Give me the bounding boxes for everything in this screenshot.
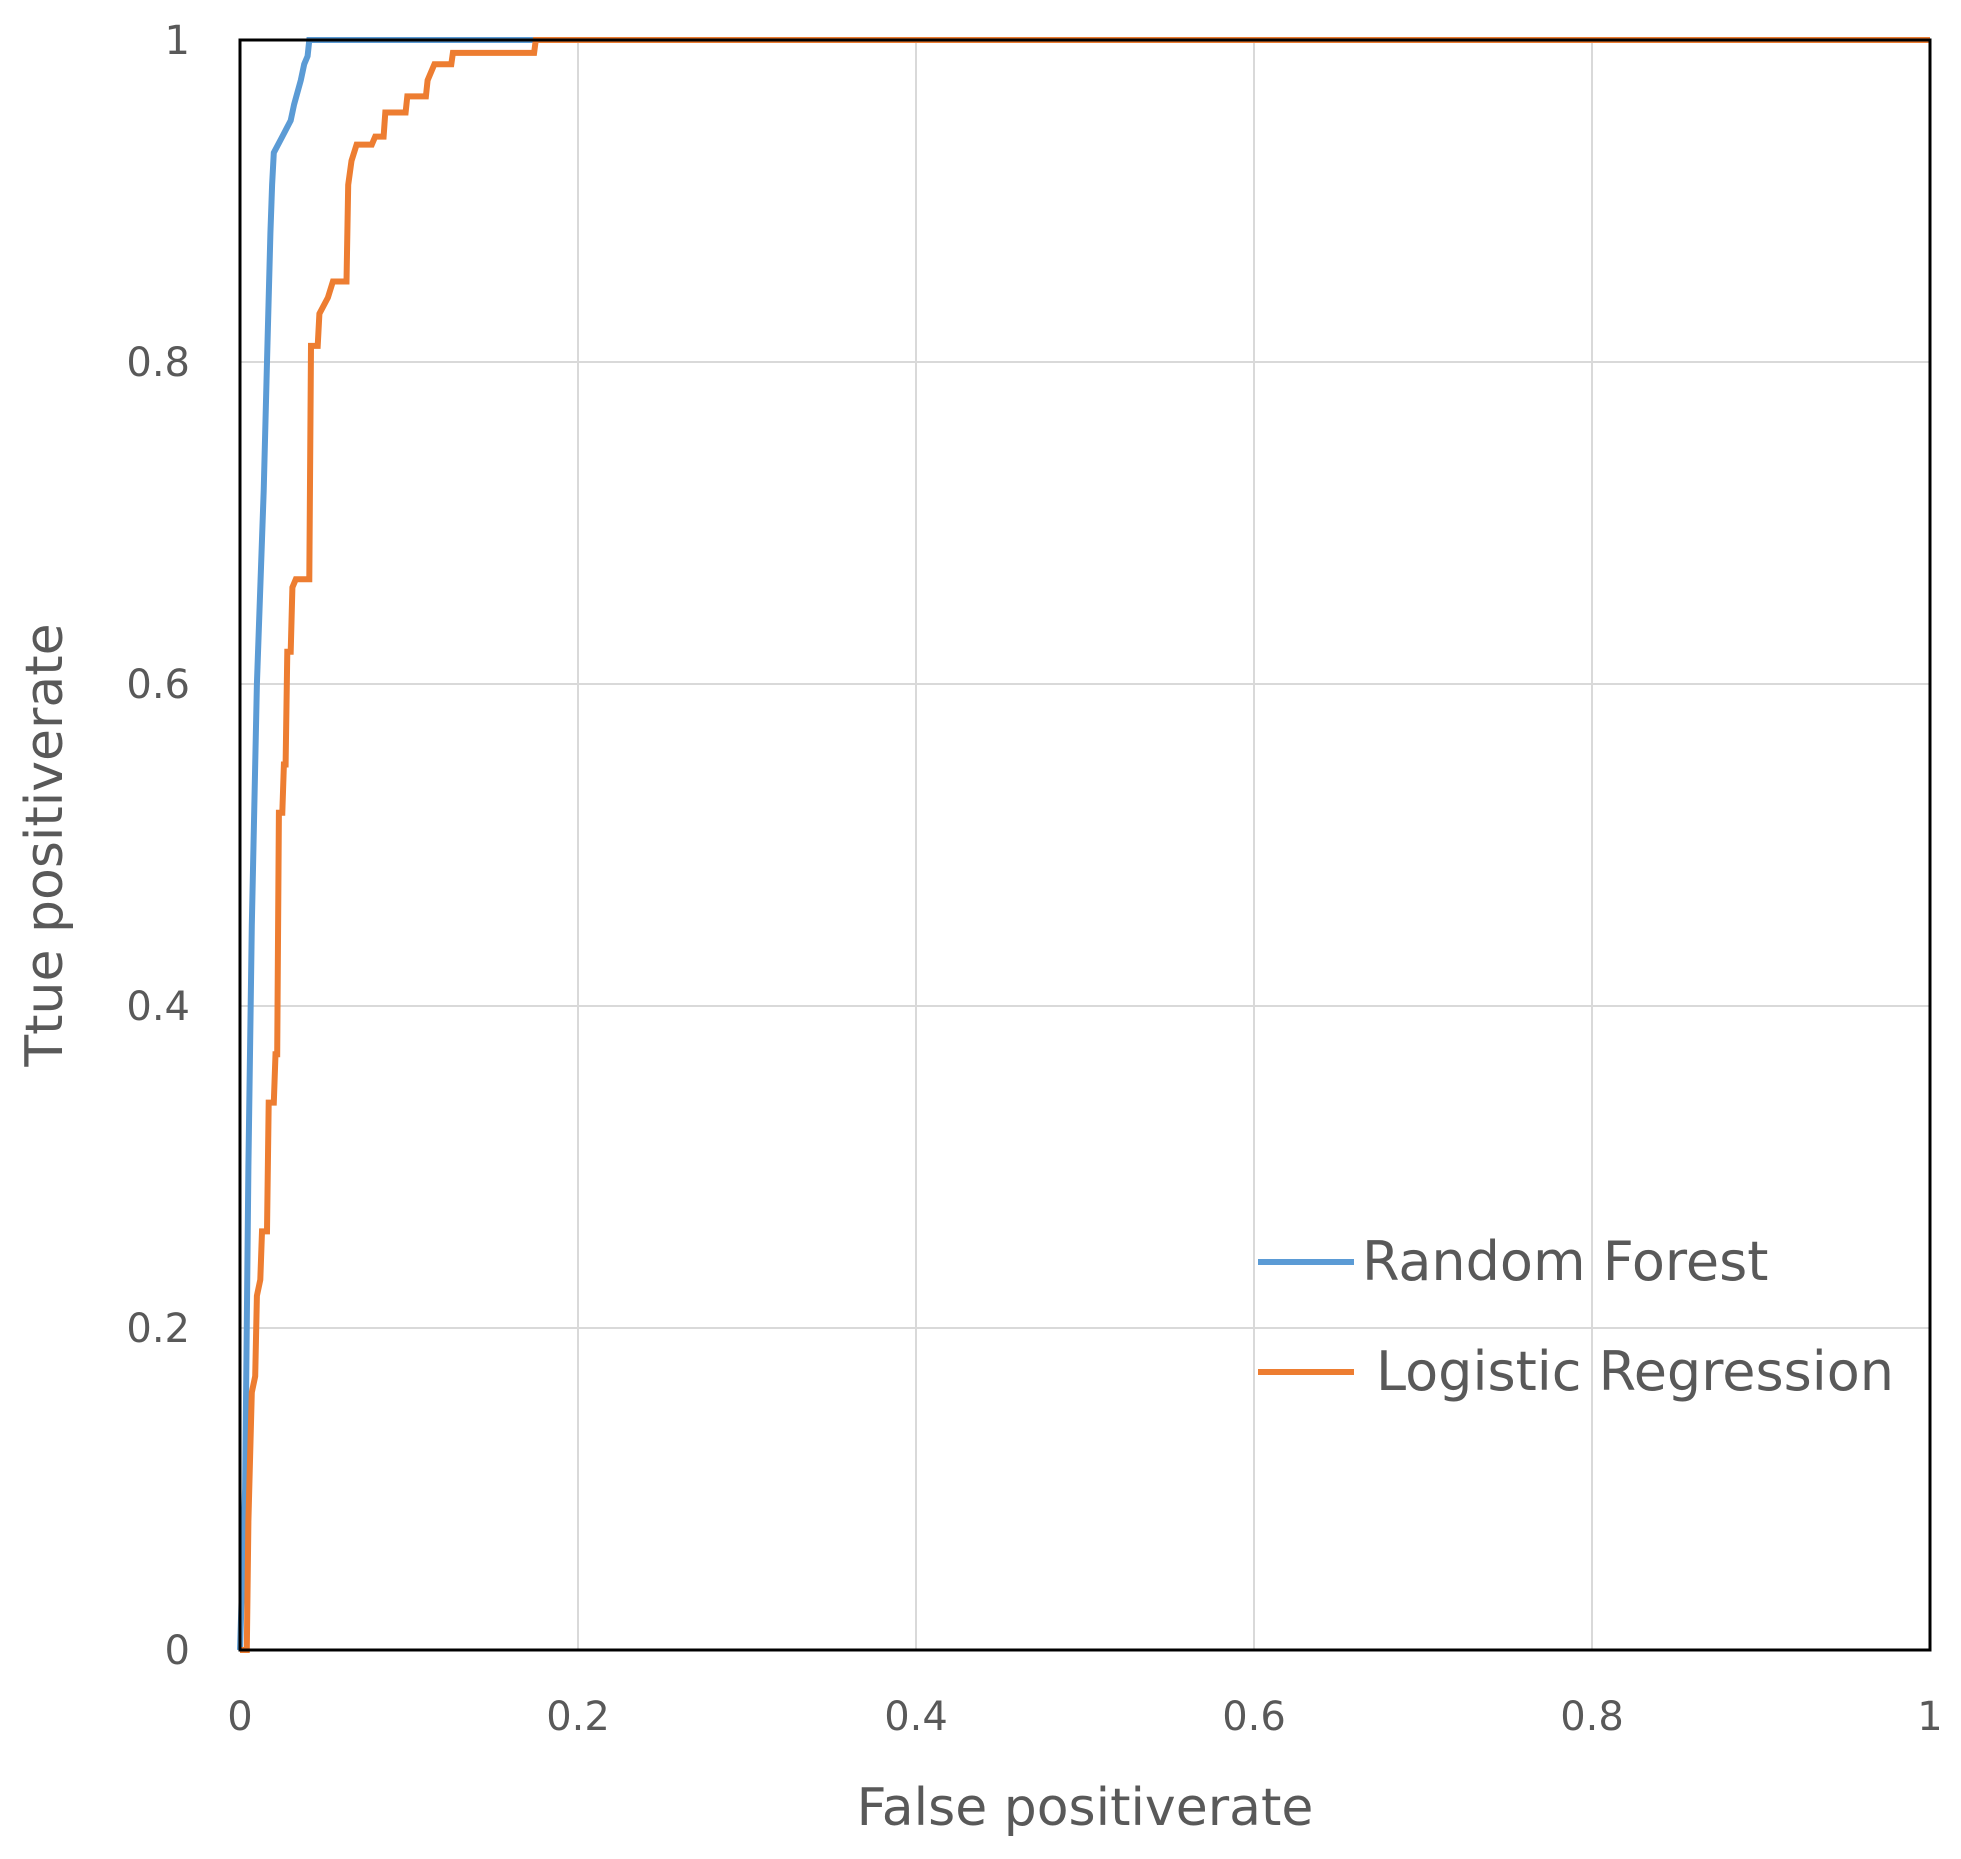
legend-label: Random Forest	[1362, 1230, 1768, 1293]
x-tick-label: 0	[227, 1694, 252, 1740]
x-tick-label: 0.2	[546, 1694, 610, 1740]
x-axis-title: False positiverate	[857, 1778, 1314, 1838]
y-tick-label: 0.2	[126, 1306, 190, 1352]
x-tick-label: 0.4	[884, 1694, 948, 1740]
y-axis-title: Ttue positiverate	[15, 623, 75, 1067]
series-line-logistic-regression	[240, 37, 1930, 1653]
x-tick-label: 1	[1917, 1694, 1942, 1740]
grid-layer	[239, 39, 1931, 1651]
y-tick-label: 0.8	[126, 340, 190, 386]
y-tick-label: 0.4	[126, 984, 190, 1030]
y-tick-labels: 0 0.2 0.4 0.6 0.8 1	[126, 18, 190, 1674]
x-tick-label: 0.8	[1560, 1694, 1624, 1740]
plot-frame	[238, 38, 1932, 1652]
y-tick-label: 0.6	[126, 662, 190, 708]
y-tick-label: 0	[165, 1628, 190, 1674]
series-line-random-forest	[237, 37, 1930, 1651]
legend: Random Forest Logistic Regression	[1258, 1230, 1894, 1403]
x-tick-labels: 0 0.2 0.4 0.6 0.8 1	[227, 1694, 1942, 1740]
y-tick-label: 1	[165, 18, 190, 64]
legend-label: Logistic Regression	[1376, 1340, 1894, 1403]
x-tick-label: 0.6	[1222, 1694, 1286, 1740]
series-layer	[237, 37, 1930, 1653]
